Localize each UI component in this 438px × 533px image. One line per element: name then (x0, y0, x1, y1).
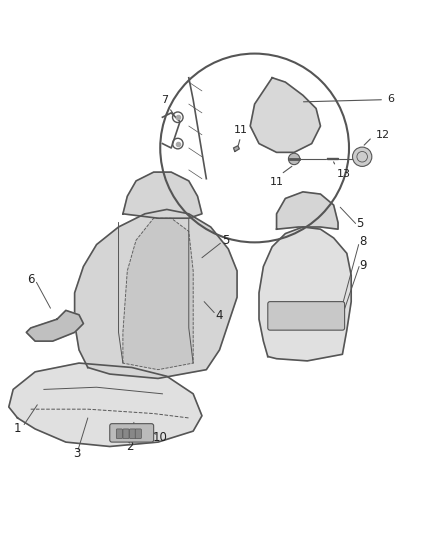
Text: 6: 6 (27, 273, 35, 286)
Text: 3: 3 (73, 447, 80, 459)
Circle shape (288, 154, 299, 165)
Text: 7: 7 (161, 95, 168, 106)
FancyBboxPatch shape (135, 429, 141, 439)
Polygon shape (233, 146, 239, 151)
Polygon shape (326, 158, 337, 159)
FancyBboxPatch shape (267, 302, 344, 330)
Text: 5: 5 (222, 233, 229, 247)
Text: 8: 8 (358, 235, 365, 247)
Polygon shape (250, 78, 320, 152)
Text: 12: 12 (374, 130, 389, 140)
Text: 2: 2 (125, 440, 133, 453)
FancyBboxPatch shape (110, 424, 153, 442)
Text: 11: 11 (269, 177, 283, 188)
FancyBboxPatch shape (129, 429, 135, 439)
Text: 1: 1 (14, 423, 21, 435)
Polygon shape (9, 363, 201, 447)
Polygon shape (26, 310, 83, 341)
Polygon shape (123, 218, 193, 370)
Circle shape (352, 147, 371, 166)
Polygon shape (123, 172, 201, 218)
FancyBboxPatch shape (123, 429, 129, 439)
Polygon shape (258, 227, 350, 361)
FancyBboxPatch shape (116, 429, 122, 439)
Text: 10: 10 (152, 431, 167, 444)
Text: 4: 4 (215, 309, 223, 322)
Text: 6: 6 (386, 94, 393, 104)
Text: 9: 9 (359, 259, 367, 272)
Polygon shape (276, 192, 337, 229)
Text: 13: 13 (336, 169, 350, 179)
Text: 5: 5 (356, 217, 363, 230)
Text: 11: 11 (233, 125, 247, 135)
Polygon shape (74, 209, 237, 378)
